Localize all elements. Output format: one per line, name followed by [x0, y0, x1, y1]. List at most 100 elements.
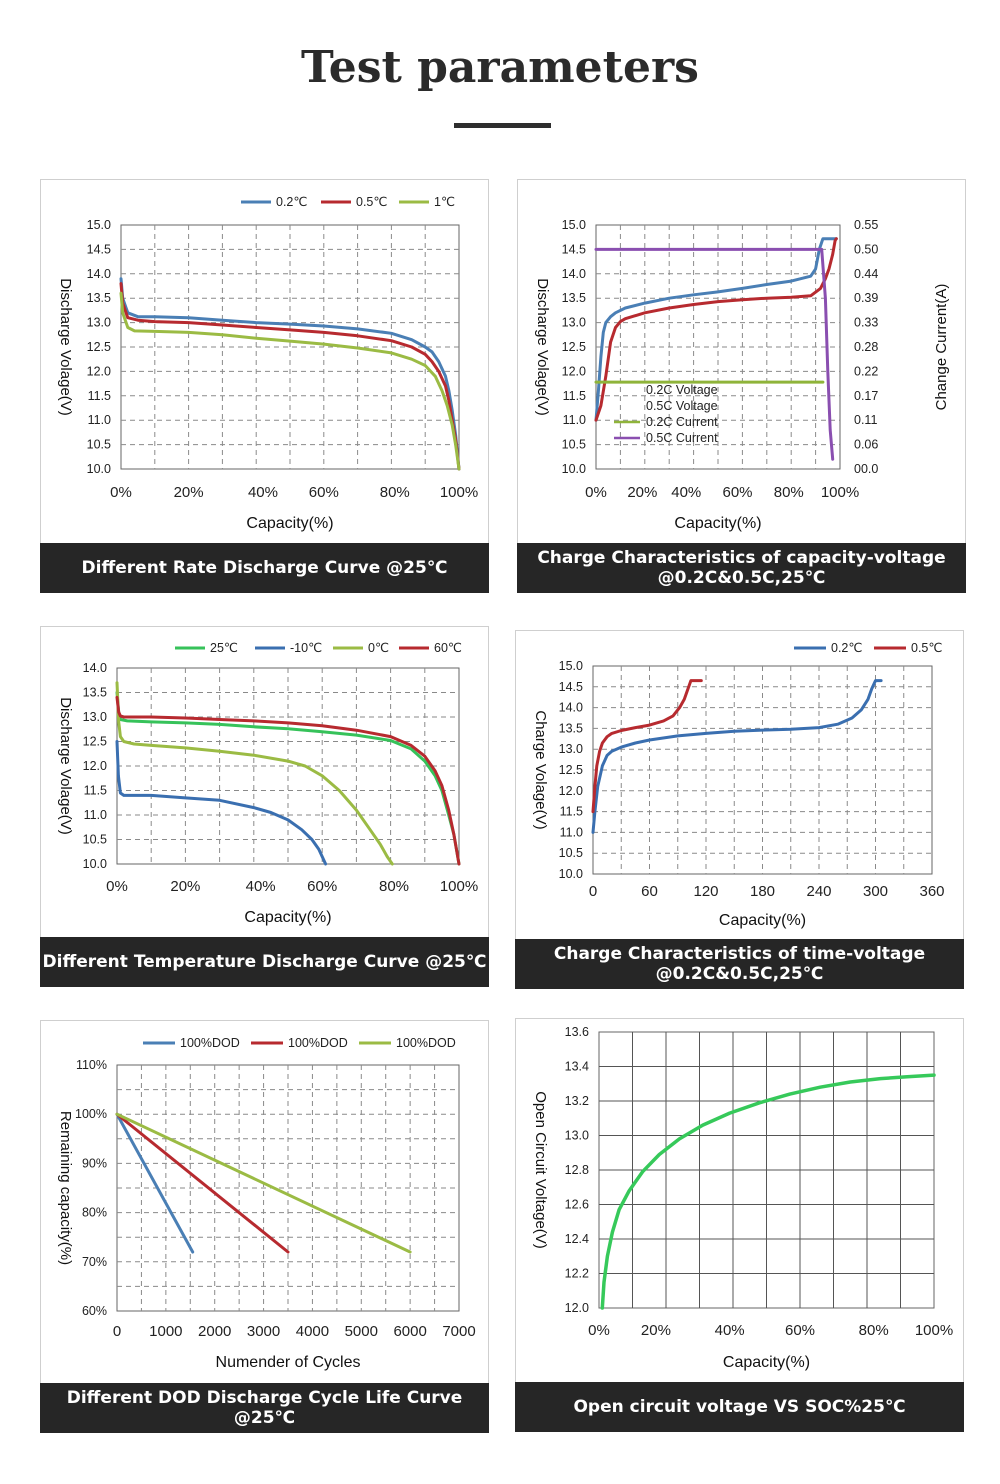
legend-label: 0.5C Voltage: [646, 399, 718, 413]
x-tick-label: 60%: [785, 1322, 815, 1339]
y-tick-label: 14.0: [559, 701, 583, 715]
series-line-0: [600, 1073, 936, 1310]
series-line-0: [591, 679, 883, 834]
chart-panel-dod-cycle-life: 60% 70% 80% 90% 100% 110% 0 1000 2000 3000 4000 500…: [40, 1020, 489, 1433]
y-tick-label: 12.4: [565, 1232, 589, 1246]
series-line-1: [115, 1112, 290, 1254]
x-tick-label: 80%: [859, 1322, 889, 1339]
series-line-2: [115, 681, 394, 866]
chart-panel-charge-time-voltage: 10.0 10.5 11.0 11.5 12.0 12.5 13.0 13.5 14.0 14.5…: [515, 630, 964, 989]
y-tick-label: 13.4: [565, 1060, 589, 1074]
chart-svg: 60% 70% 80% 90% 100% 110% 0 1000 2000 3000 4000 500…: [57, 1036, 476, 1371]
x-tick-label: 60%: [307, 878, 337, 895]
y-tick-label: 10.5: [87, 438, 111, 452]
y-tick-label: 10.0: [562, 462, 586, 476]
x-axis-label: Capacity(%): [674, 515, 761, 532]
x-tick-label: 80%: [774, 484, 804, 501]
y-tick-label: 15.0: [559, 659, 583, 673]
y-tick-label: 13.5: [87, 291, 111, 305]
legend-label: 1℃: [434, 195, 455, 209]
legend-label: 0.5℃: [911, 641, 942, 655]
x-tick-label: 240: [806, 883, 831, 900]
chart-caption-line: @0.2C&0.5C,25℃: [657, 568, 826, 588]
y-axis-label: Charge Volage(V): [532, 710, 549, 829]
y-tick-label: 12.5: [83, 735, 107, 749]
chart-caption: Different DOD Discharge Cycle Life Curve…: [40, 1383, 489, 1433]
legend-label: 60℃: [434, 641, 462, 655]
chart-panel-rate-discharge: 10.0 10.5 11.0 11.5 12.0 12.5 13.0 13.5 14.0 14.5…: [40, 179, 489, 593]
x-tick-label: 5000: [345, 1323, 378, 1340]
y-tick-label: 11.5: [563, 389, 586, 403]
y-tick-label: 11.0: [560, 825, 583, 839]
chart-caption-line: Open circuit voltage VS SOC%25℃: [573, 1397, 906, 1417]
y-tick-label: 13.0: [87, 316, 111, 330]
y-tick-label: 13.5: [559, 721, 583, 735]
y-tick-label: 10.5: [559, 846, 583, 860]
legend-label: -10℃: [290, 641, 322, 655]
y-tick-label: 13.6: [565, 1025, 589, 1039]
chart-caption: Charge Characteristics of capacity-volta…: [517, 543, 966, 593]
legend-label: 0.5℃: [356, 195, 387, 209]
chart-svg: 10.0 10.5 11.0 11.5 12.0 12.5 13.0 13.5 14.0 0% 20…: [57, 641, 478, 926]
chart-caption-line: Charge Characteristics of capacity-volta…: [537, 548, 946, 568]
x-tick-label: 100%: [821, 484, 859, 501]
x-tick-label: 40%: [715, 1322, 745, 1339]
x-tick-label: 100%: [440, 484, 478, 501]
y-tick-label: 10.0: [83, 857, 107, 871]
x-tick-label: 120: [693, 883, 718, 900]
chart-caption-line: Charge Characteristics of time-voltage: [553, 944, 926, 964]
chart-svg: 10.0 10.5 11.0 11.5 12.0 12.5 13.0 13.5 14.0 14.5…: [57, 195, 478, 532]
series-line-2: [119, 291, 461, 471]
y-tick-label: 14.5: [87, 242, 111, 256]
x-tick-label: 20%: [641, 1322, 671, 1339]
chart-caption-line: Different Temperature Discharge Curve @2…: [42, 952, 487, 972]
y2-tick-label: 0.39: [854, 291, 878, 305]
y2-tick-label: 0.22: [854, 364, 878, 378]
x-tick-label: 0%: [110, 484, 132, 501]
chart-caption-line: Different DOD Discharge Cycle Life Curve…: [66, 1388, 463, 1428]
y-tick-label: 60%: [82, 1304, 107, 1318]
x-tick-label: 40%: [248, 484, 278, 501]
legend-label: 0.5C Current: [646, 431, 718, 445]
y-tick-label: 12.6: [565, 1198, 589, 1212]
y2-axis-label: Change Current(A): [933, 284, 950, 411]
y-tick-label: 11.0: [563, 413, 586, 427]
series-line-1: [115, 740, 328, 866]
y-tick-label: 15.0: [562, 218, 586, 232]
x-tick-label: 100%: [440, 878, 478, 895]
y2-tick-label: 0.50: [854, 242, 878, 256]
x-tick-label: 60%: [309, 484, 339, 501]
x-tick-label: 180: [750, 883, 775, 900]
chart-caption: Different Rate Discharge Curve @25℃: [40, 543, 489, 593]
x-tick-label: 1000: [149, 1323, 182, 1340]
series-line-3: [594, 247, 835, 461]
y-tick-label: 13.5: [83, 686, 107, 700]
y-tick-label: 110%: [76, 1058, 107, 1072]
x-tick-label: 100%: [915, 1322, 953, 1339]
y-tick-label: 10.5: [562, 438, 586, 452]
legend-label: 100%DOD: [396, 1036, 456, 1050]
x-tick-label: 4000: [296, 1323, 329, 1340]
series-line-1: [591, 679, 703, 814]
chart-svg: 10.0 10.5 11.0 11.5 12.0 12.5 13.0 13.5 14.0 14.5…: [532, 641, 945, 929]
chart-svg: 10.0 10.5 11.0 11.5 12.0 12.5 13.0 13.5 14.0 14.5…: [534, 218, 950, 532]
y-tick-label: 14.0: [562, 267, 586, 281]
y-tick-label: 12.5: [562, 340, 586, 354]
x-tick-label: 40%: [246, 878, 276, 895]
y-tick-label: 11.5: [84, 784, 107, 798]
y-tick-label: 13.0: [565, 1129, 589, 1143]
chart-panel-temperature-discharge: 10.0 10.5 11.0 11.5 12.0 12.5 13.0 13.5 14.0 0% 20…: [40, 626, 489, 987]
series-line-2: [115, 1112, 412, 1254]
x-axis-label: Numender of Cycles: [216, 1354, 361, 1371]
y2-tick-label: 0.17: [854, 389, 878, 403]
y-tick-label: 12.0: [83, 759, 107, 773]
legend-label: 100%DOD: [180, 1036, 240, 1050]
y2-tick-label: 0.11: [854, 413, 877, 427]
y-tick-label: 15.0: [87, 218, 111, 232]
x-tick-label: 40%: [671, 484, 701, 501]
y-tick-label: 10.5: [83, 833, 107, 847]
y-tick-label: 12.0: [87, 364, 111, 378]
chart-panel-ocv-soc: 12.0 12.2 12.4 12.6 12.8 13.0 13.2 13.4 13.6 0% 20…: [515, 1018, 964, 1432]
y-tick-label: 12.0: [565, 1301, 589, 1315]
y-axis-label: Discharge Volage(V): [57, 697, 74, 835]
